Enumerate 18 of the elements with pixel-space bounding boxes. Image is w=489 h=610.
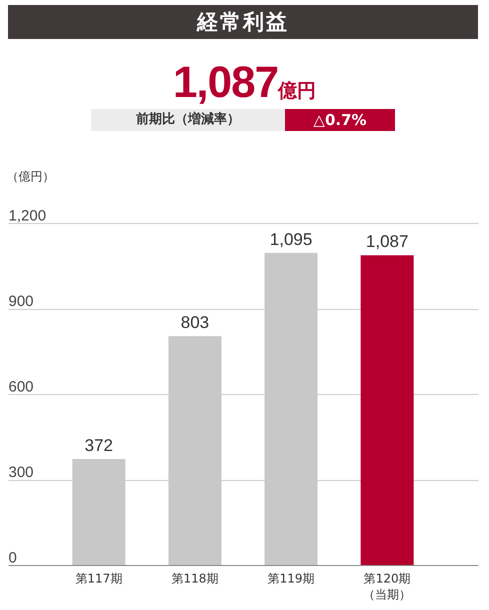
y-tick-label: 900 [8,293,34,310]
x-tick-label: 第118期 [171,572,218,586]
data-label: 1,095 [270,230,312,249]
text: 前期比（増減率） [91,109,285,131]
data-label: 372 [84,436,114,455]
y-tick-label: 1,200 [8,208,46,224]
y-tick-label: 300 [8,464,34,481]
text: △0.7% [285,109,395,131]
data-label: 1,087 [366,232,408,252]
data-label: 803 [180,313,210,332]
y-axis-title: （億円） [6,170,54,184]
y-tick-label: 0 [8,550,17,566]
x-tick-label: 第117期 [75,572,122,586]
x-tick-label: 第119期 [268,572,315,586]
x-tick-label: 第120期（当期） [363,572,412,602]
text: 1,087億円 [172,58,316,107]
y-tick-label: 600 [8,378,34,396]
chart-title: 経常利益 [8,5,478,39]
